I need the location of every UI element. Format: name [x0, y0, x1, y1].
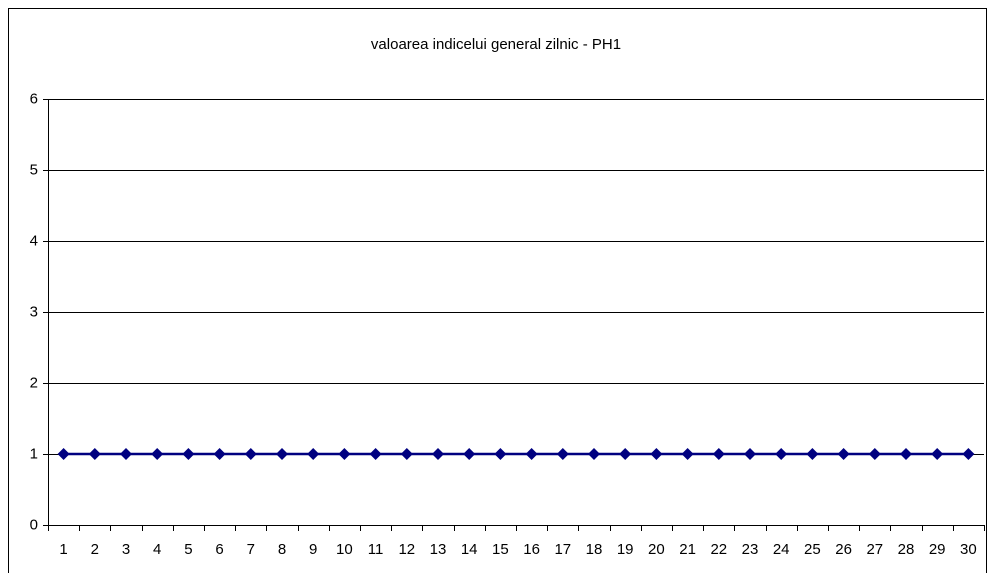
x-tick-label: 27	[866, 541, 883, 558]
data-point	[712, 448, 725, 460]
data-point	[525, 448, 538, 460]
data-point	[307, 448, 320, 460]
x-tick-label: 19	[617, 541, 634, 558]
data-point	[868, 448, 881, 460]
data-point	[276, 448, 288, 460]
x-tick-label: 17	[554, 541, 571, 558]
y-tick-label: 4	[30, 232, 38, 249]
data-point	[962, 448, 975, 460]
data-point	[151, 448, 164, 460]
data-point	[338, 448, 351, 460]
y-tick-label: 3	[30, 303, 38, 320]
x-tick-label: 18	[586, 541, 603, 558]
x-tick-label: 7	[247, 541, 255, 558]
x-tick-label: 25	[804, 541, 821, 558]
data-point	[432, 448, 444, 460]
x-tick-label: 4	[153, 541, 161, 558]
data-point	[556, 448, 569, 460]
x-tick-label: 12	[398, 541, 415, 558]
x-tick-label: 15	[492, 541, 509, 558]
data-point	[775, 448, 788, 460]
y-tick-label: 6	[30, 90, 38, 107]
x-tick-label: 28	[898, 541, 915, 558]
x-tick-label: 26	[835, 541, 852, 558]
x-tick-label: 8	[278, 541, 286, 558]
data-point	[120, 448, 132, 460]
x-tick-label: 22	[710, 541, 727, 558]
chart-border	[8, 8, 987, 573]
x-tick-label: 29	[929, 541, 946, 558]
data-point	[463, 448, 476, 460]
x-tick-label: 10	[336, 541, 353, 558]
data-point	[744, 448, 756, 460]
data-point	[57, 448, 70, 460]
data-point	[900, 448, 912, 460]
data-point	[837, 448, 850, 460]
x-tick-label: 1	[59, 541, 67, 558]
data-point	[88, 448, 101, 460]
x-tick-label: 5	[184, 541, 192, 558]
y-tick-label: 0	[30, 516, 38, 533]
x-tick-label: 11	[368, 541, 384, 558]
x-tick-label: 13	[430, 541, 447, 558]
x-tick-label: 20	[648, 541, 665, 558]
data-point	[588, 448, 600, 460]
data-point	[619, 448, 632, 460]
chart-title: valoarea indicelui general zilnic - PH1	[371, 36, 621, 53]
x-tick-label: 14	[461, 541, 478, 558]
data-point	[494, 448, 507, 460]
x-tick-label: 23	[742, 541, 759, 558]
data-point	[244, 448, 257, 460]
data-point	[806, 448, 819, 460]
x-tick-label: 30	[960, 541, 977, 558]
x-tick-label: 21	[679, 541, 696, 558]
y-tick-label: 2	[30, 374, 38, 391]
y-tick-label: 1	[30, 445, 38, 462]
data-point	[182, 448, 195, 460]
data-point	[650, 448, 663, 460]
data-point	[681, 448, 694, 460]
data-point	[931, 448, 944, 460]
x-tick-label: 16	[523, 541, 540, 558]
y-tick-label: 5	[30, 161, 38, 178]
x-tick-label: 3	[122, 541, 130, 558]
data-point	[213, 448, 226, 460]
data-point	[369, 448, 382, 460]
data-point	[400, 448, 413, 460]
x-tick-label: 9	[309, 541, 317, 558]
x-tick-label: 24	[773, 541, 790, 558]
x-tick-label: 2	[91, 541, 99, 558]
x-tick-label: 6	[215, 541, 223, 558]
